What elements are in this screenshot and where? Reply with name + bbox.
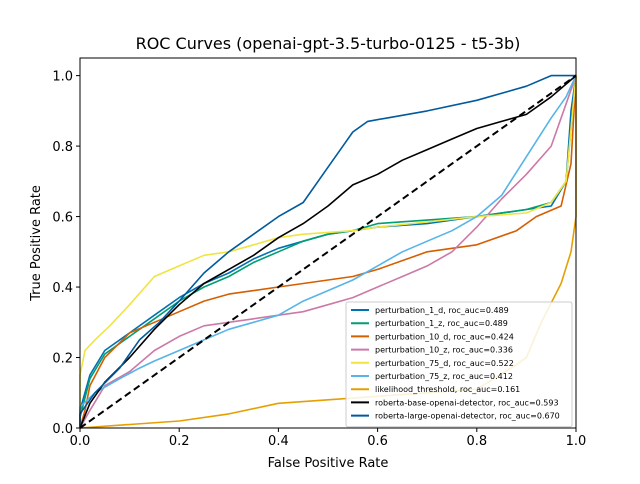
chart-legend: perturbation_1_d, roc_auc=0.489 perturbat… bbox=[345, 301, 573, 428]
series-layer bbox=[79, 74, 577, 429]
y-tick-label: 1.0 bbox=[52, 70, 73, 85]
diagonal-reference-line bbox=[79, 74, 577, 429]
legend-entry: perturbation_10_d, roc_auc=0.424 bbox=[375, 332, 514, 341]
x-axis-label: False Positive Rate bbox=[268, 456, 389, 471]
plot-frame bbox=[79, 57, 577, 429]
y-tick-label: 0.8 bbox=[52, 140, 73, 155]
y-tick-label: 0.6 bbox=[52, 211, 73, 226]
x-tick-label: 0.2 bbox=[169, 434, 190, 449]
legend-entry: roberta-large-openai-detector, roc_auc=0… bbox=[375, 412, 560, 421]
legend-entry: perturbation_75_d, roc_auc=0.522 bbox=[375, 359, 514, 368]
y-tick-label: 0.4 bbox=[52, 281, 73, 296]
x-axis-ticks: 0.0 0.2 0.4 0.6 0.8 1.0 bbox=[70, 428, 587, 449]
y-axis-label: True Positive Rate bbox=[29, 185, 44, 302]
legend-entry: perturbation_1_z, roc_auc=0.489 bbox=[375, 319, 508, 328]
legend-entry: roberta-base-openai-detector, roc_auc=0.… bbox=[375, 398, 559, 407]
legend-entry: perturbation_75_z, roc_auc=0.412 bbox=[375, 372, 513, 381]
y-tick-label: 0.0 bbox=[52, 422, 73, 437]
x-tick-label: 0.0 bbox=[70, 434, 91, 449]
x-tick-label: 0.6 bbox=[367, 434, 388, 449]
series-line-6 bbox=[79, 75, 577, 428]
legend-frame bbox=[345, 301, 573, 428]
series-line-3 bbox=[79, 75, 577, 429]
legend-entry: perturbation_1_d, roc_auc=0.489 bbox=[375, 306, 509, 315]
chart-title: ROC Curves (openai-gpt-3.5-turbo-0125 - … bbox=[136, 34, 521, 53]
x-tick-label: 1.0 bbox=[566, 434, 587, 449]
series-line-4 bbox=[79, 75, 577, 429]
x-tick-label: 0.8 bbox=[466, 434, 487, 449]
series-line-9 bbox=[79, 74, 576, 428]
series-line-5 bbox=[79, 75, 577, 428]
legend-entry: perturbation_10_z, roc_auc=0.336 bbox=[375, 346, 513, 355]
legend-entry: likelihood_threshold, roc_auc=0.161 bbox=[375, 385, 520, 394]
x-tick-label: 0.4 bbox=[268, 434, 289, 449]
y-tick-label: 0.2 bbox=[52, 352, 73, 367]
series-line-8 bbox=[79, 74, 577, 429]
y-axis-ticks: 0.0 0.2 0.4 0.6 0.8 1.0 bbox=[52, 70, 80, 437]
